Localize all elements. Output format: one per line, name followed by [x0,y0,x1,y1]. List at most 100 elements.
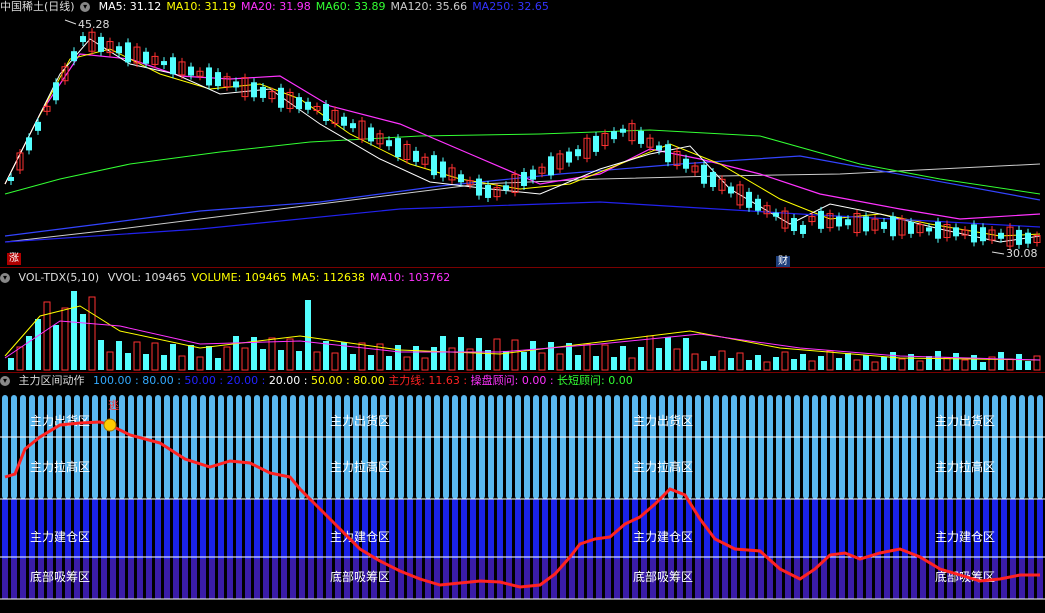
candle-body [215,72,221,87]
candle-body [881,221,887,229]
zone-bar-upper [839,395,845,499]
volume-bar [800,354,806,370]
candle-body [80,36,86,43]
zone-bar-low [47,559,53,599]
zone-bar-mid [578,499,584,559]
zone-bar-mid [353,499,359,559]
zone-bar-upper [29,395,35,499]
zone-bar-mid [695,499,701,559]
candle-body [556,153,564,170]
chevron-down-icon[interactable]: ▾ [0,273,10,283]
zone-bar-low [776,559,782,599]
volume-bar [611,357,617,370]
volume-bar [656,348,662,370]
rise-badge[interactable]: 涨 [7,253,21,265]
ma20-line [4,53,1041,220]
volume-bar [521,352,527,370]
zone-bar-upper [1001,395,1007,499]
zone-bar-upper [380,395,386,499]
candle-body [718,178,726,191]
candle-body [800,224,806,234]
zone-bar-low [245,559,251,599]
candle-body [61,66,69,82]
candle-body [916,224,924,234]
zone-bar-upper [56,395,62,499]
chevron-down-icon[interactable]: ▾ [0,376,10,386]
zone-bar-upper [695,395,701,499]
zone-bar-upper [614,395,620,499]
candle-body [493,187,501,198]
zone-bar-upper [893,395,899,499]
zone-bar-mid [146,499,152,559]
force-indicator: 50.00 : [184,374,227,387]
smiley-icon [103,418,117,432]
candle-body [358,120,366,140]
zone-bar-upper [758,395,764,499]
candle-body [223,76,231,88]
candle-body [448,167,456,181]
zone-bar-mid [164,499,170,559]
volume-title[interactable]: VOL-TDX(5,10) [18,271,100,284]
zone-bar-mid [803,499,809,559]
zone-bar-low [452,559,458,599]
volume-bar [646,335,654,371]
zone-bar-mid [443,499,449,559]
zone-bar-low [803,559,809,599]
candle-body [196,70,204,77]
force-indicator: 长短顾问: 0.00 [557,374,633,387]
volume-bar [628,357,636,371]
zone-bar-low [29,559,35,599]
zone-bar-mid [974,499,980,559]
candle-body [971,224,977,243]
vol-ma10-line [4,320,1041,361]
zone-bar-low [506,559,512,599]
volume-chart[interactable] [0,286,1045,372]
zone-bar-upper [587,395,593,499]
zone-bar-mid [1010,499,1016,559]
volume-bar [916,360,924,371]
zone-bar-upper [578,395,584,499]
zone-bar-upper [74,395,80,499]
volume-bar [566,343,572,370]
zone-bar-upper [722,395,728,499]
chevron-down-icon[interactable]: ▾ [80,2,91,12]
candle-body [350,123,356,129]
zone-bar-low [785,559,791,599]
zone-bar-low [605,559,611,599]
zone-bar-low [956,559,962,599]
zone-bar-mid [434,499,440,559]
stock-title[interactable]: 中国稀土(日线) [0,0,75,13]
zone-bar-mid [272,499,278,559]
volume-bar [728,358,734,370]
candle-body [386,140,392,147]
candle-body [421,156,429,165]
zone-bar-upper [659,395,665,499]
zone-bar-upper [605,395,611,499]
zone-bar-low [443,559,449,599]
volume-bar [188,345,194,370]
zone-bar-low [713,559,719,599]
zone-bar-low [731,559,737,599]
volume-bar [151,342,159,371]
volume-bar [395,345,401,370]
force-title[interactable]: 主力区间动作 [18,374,85,387]
ma-indicator: MA10: 31.19 [166,0,237,13]
zone-bar-mid [1019,499,1025,559]
zone-bar-upper [560,395,566,499]
zone-bar-upper [992,395,998,499]
zone-bar-mid [920,499,926,559]
volume-bar [98,340,104,370]
candlestick-chart[interactable]: 45.28 30.08 [0,14,1045,267]
zone-bar-mid [866,499,872,559]
volume-bar [890,352,896,370]
zone-bar-mid [398,499,404,559]
candle-body [808,216,816,223]
candle-body [611,131,617,140]
zone-bar-mid [533,499,539,559]
zone-bar-mid [83,499,89,559]
finance-badge[interactable]: 财 [776,256,790,268]
candle-body [988,229,996,241]
zone-bar-low [614,559,620,599]
ma250-line [4,201,1041,243]
